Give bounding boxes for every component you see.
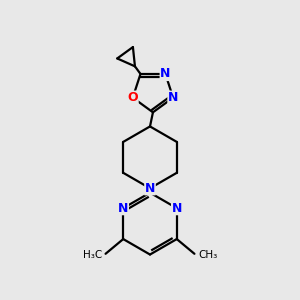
Text: CH₃: CH₃ — [198, 250, 217, 260]
Text: N: N — [160, 68, 171, 80]
Text: O: O — [128, 91, 138, 104]
Text: N: N — [145, 182, 155, 195]
Text: N: N — [168, 91, 178, 104]
Text: H₃C: H₃C — [83, 250, 102, 260]
Text: N: N — [172, 202, 182, 215]
Text: N: N — [118, 202, 128, 215]
